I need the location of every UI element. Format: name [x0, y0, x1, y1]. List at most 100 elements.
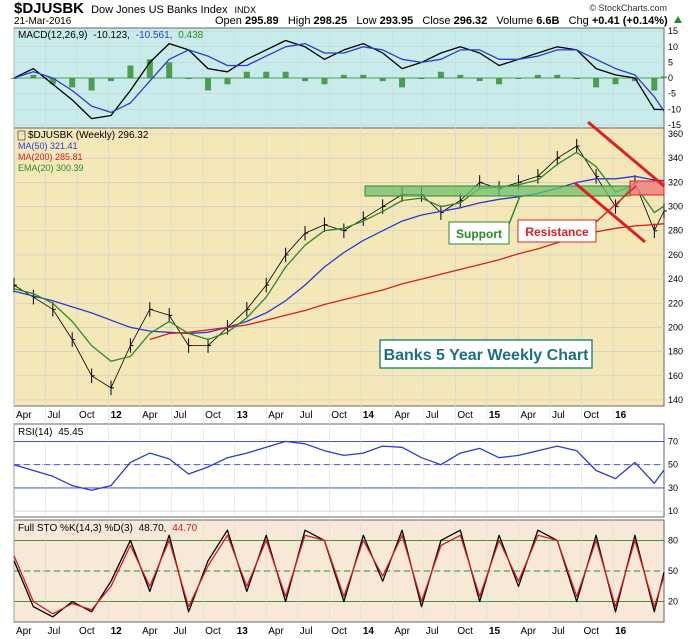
y-tick-label-price: 340: [668, 153, 683, 163]
x-tick-label-price: Jul: [426, 410, 439, 421]
price-legend: $DJUSBK (Weekly) 296.32: [28, 130, 149, 141]
quote-low-label: Low: [356, 15, 377, 27]
x-tick-label-price: 12: [111, 410, 123, 421]
quote-low-value: 293.95: [379, 15, 414, 27]
ma200-legend: MA(200) 285.81: [18, 152, 83, 162]
x-tick-label-sto: Jul: [426, 626, 439, 637]
macd-histogram: [11, 59, 667, 91]
resistance-trendline-lower: [574, 181, 646, 244]
histogram-bar: [302, 78, 309, 82]
x-tick-label-price: Apr: [268, 410, 284, 421]
x-tick-label-price: Oct: [331, 410, 347, 421]
x-tick-label-price: Jul: [48, 410, 61, 421]
y-tick-label-rsi: 70: [668, 436, 678, 446]
series-line-macd-macd: [13, 39, 665, 120]
histogram-bar: [476, 78, 483, 82]
x-tick-label-sto: 15: [489, 626, 501, 637]
y-tick-label-rsi: 50: [668, 460, 678, 470]
x-tick-label-price: Oct: [584, 410, 600, 421]
chart-date: 21-Mar-2016: [14, 16, 72, 27]
y-tick-label-sto: 20: [668, 597, 678, 607]
rsi-legend-name: RSI(14): [18, 427, 52, 438]
y-tick-label-price: 140: [668, 395, 683, 405]
resistance-trendline-upper: [587, 120, 665, 188]
y-tick-label-price: 320: [668, 177, 683, 187]
x-tick-label-sto: Jul: [300, 626, 313, 637]
x-tick-label-price: Jul: [174, 410, 187, 421]
x-tick-label-sto: 13: [237, 626, 249, 637]
quote-change-label: Chg: [568, 15, 589, 27]
macd-legend-name: MACD(12,26,9): [18, 30, 87, 41]
grid-lines: [13, 28, 664, 622]
resistance-callout-line: [595, 185, 637, 223]
macd-legend: MACD(12,26,9) -10.123, -10.561, 0.438: [18, 30, 204, 41]
x-tick-label-sto: Jul: [174, 626, 187, 637]
x-tick-label-price: 15: [489, 410, 501, 421]
histogram-bar: [631, 78, 638, 82]
histogram-bar: [573, 78, 580, 79]
x-tick-label-sto: Oct: [584, 626, 600, 637]
x-tick-label-sto: Jul: [552, 626, 565, 637]
y-tick-label-macd: -10: [668, 104, 681, 114]
y-tick-label-macd: -15: [668, 120, 681, 130]
histogram-bar: [418, 78, 425, 79]
y-axes: -15 -10 -5 0 5 10 15 140 160 180 200 220 240 260 280 30…: [668, 26, 683, 606]
histogram-bar: [593, 78, 600, 88]
series-line-price-ema20: [13, 151, 665, 362]
sto-legend: Full STO %K(14,3) %D(3) 48.70, 44.70: [18, 523, 198, 534]
support-label: Support: [456, 227, 502, 241]
quote-open-label: Open: [215, 15, 242, 27]
y-tick-label-rsi: 30: [668, 483, 678, 493]
histogram-bar: [243, 71, 250, 78]
x-tick-label-sto: Apr: [268, 626, 284, 637]
index-name: Dow Jones US Banks Index: [91, 4, 228, 16]
quote-volume-label: Volume: [496, 15, 534, 27]
x-tick-label-price: Apr: [520, 410, 536, 421]
histogram-bar: [612, 78, 619, 85]
quote-change-value: +0.41 (+0.14%): [591, 15, 668, 27]
y-tick-label-price: 300: [668, 202, 683, 212]
histogram-bar: [534, 74, 541, 78]
x-tick-label-sto: 16: [615, 626, 627, 637]
x-tick-label-price: 16: [615, 410, 627, 421]
sto-legend-name: Full STO %K(14,3) %D(3): [18, 523, 133, 534]
histogram-bar: [166, 62, 173, 78]
symbol: $DJUSBK: [14, 0, 85, 17]
y-tick-label-price: 180: [668, 347, 683, 357]
histogram-bar: [263, 71, 270, 78]
stockcharts-logo: © StockCharts.com: [589, 3, 667, 13]
y-tick-label-macd: 15: [668, 26, 678, 36]
histogram-legend-value: 0.438: [178, 30, 203, 41]
histogram-bar: [127, 65, 134, 78]
x-tick-label-price: Apr: [16, 410, 32, 421]
x-tick-label-price: 13: [237, 410, 249, 421]
rsi-legend: RSI(14) 45.45: [18, 427, 84, 438]
y-tick-label-macd: 10: [668, 42, 678, 52]
chart-title: Banks 5 Year Weekly Chart: [384, 347, 590, 364]
y-tick-label-macd: -5: [668, 89, 676, 99]
ohlc-legend-icon: [17, 130, 26, 141]
x-tick-label-price: 14: [363, 410, 375, 421]
series-line-rsi-rsi: [13, 440, 665, 491]
x-tick-label-price: Apr: [394, 410, 410, 421]
sto-legend-d: 44.70: [172, 523, 197, 534]
quote-close-value: 296.32: [453, 15, 488, 27]
x-tick-label-sto: Jul: [48, 626, 61, 637]
histogram-bar: [30, 74, 37, 78]
histogram-bar: [108, 78, 115, 82]
ema20-legend: EMA(20) 300.39: [18, 163, 84, 173]
x-tick-label-price: Apr: [142, 410, 158, 421]
chart-header: $DJUSBK Dow Jones US Banks Index INDX: [14, 0, 256, 17]
histogram-bar: [282, 71, 289, 78]
y-tick-label-price: 280: [668, 226, 683, 236]
histogram-bar: [185, 78, 192, 79]
y-tick-label-price: 200: [668, 322, 683, 332]
histogram-bar: [496, 78, 503, 85]
quote-open-value: 295.89: [244, 15, 279, 27]
series-line-macd-signal: [13, 42, 665, 114]
histogram-bar: [651, 78, 658, 91]
histogram-bar: [146, 59, 153, 78]
y-tick-label-price: 160: [668, 371, 683, 381]
quote-high-label: High: [287, 15, 311, 27]
